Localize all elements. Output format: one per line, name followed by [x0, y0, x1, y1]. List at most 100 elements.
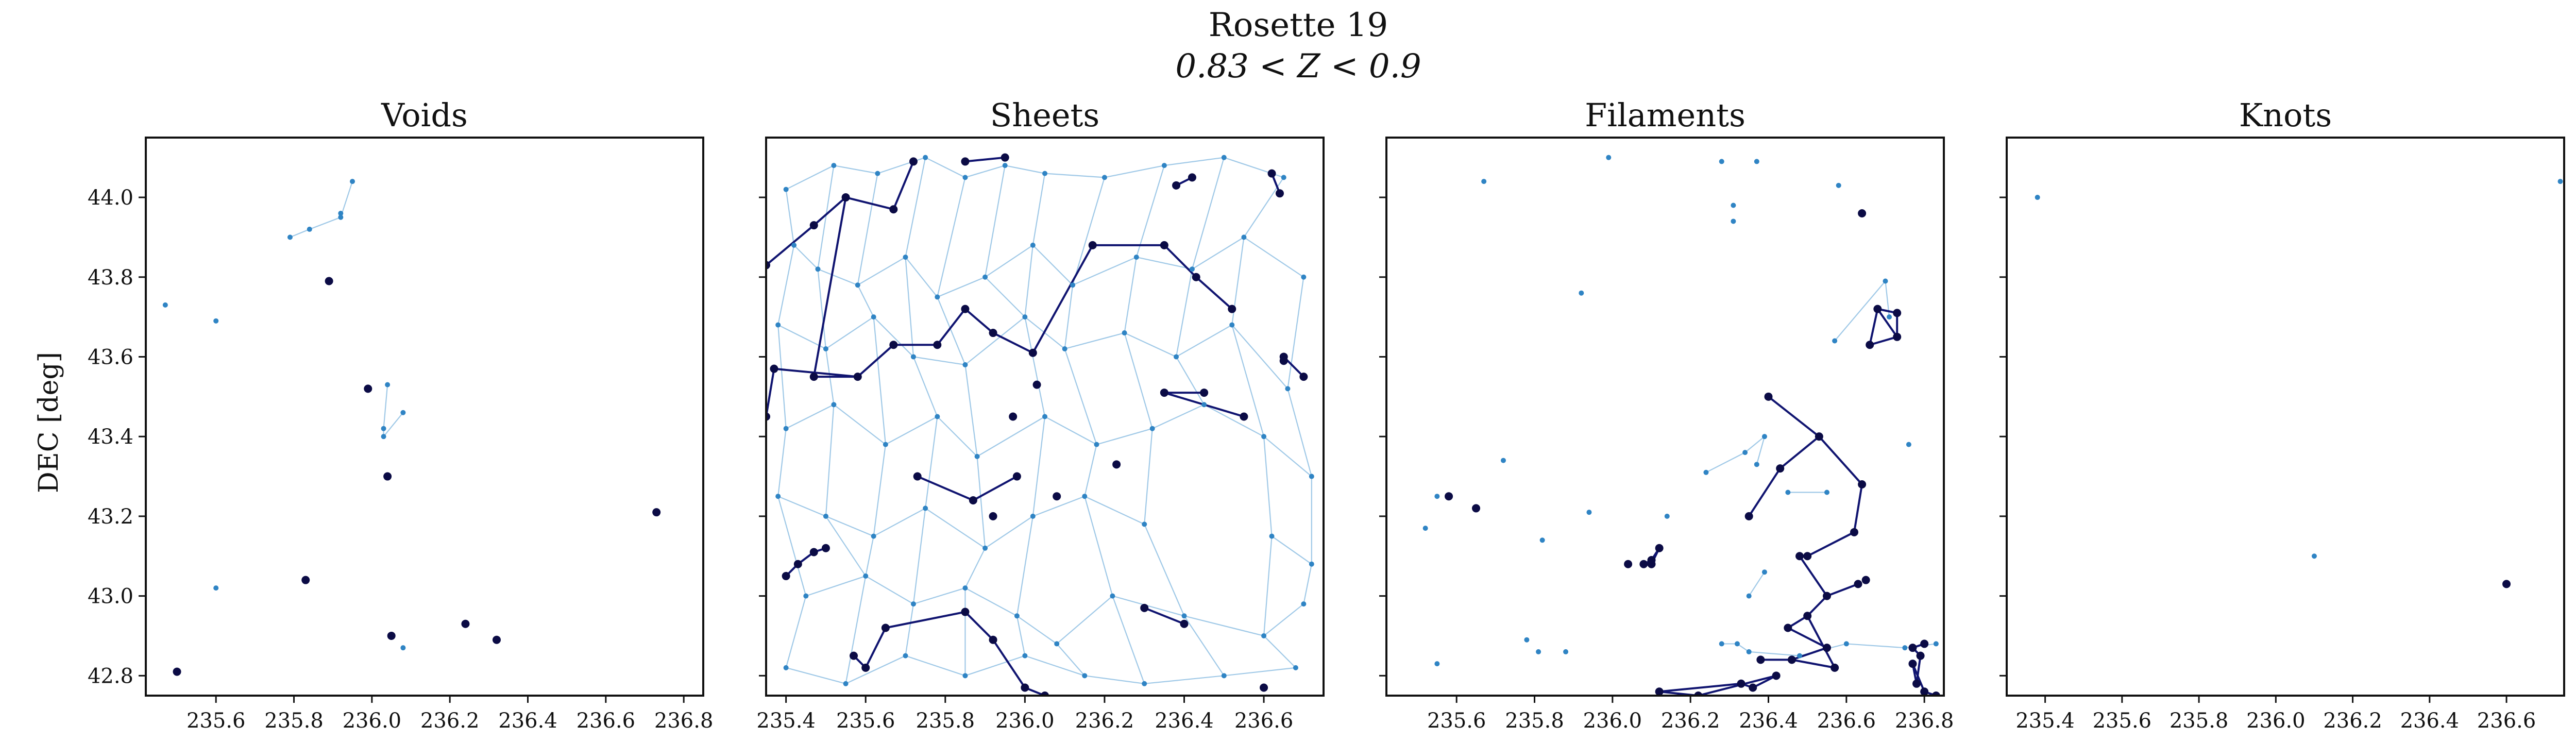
y-tick: 43.2	[88, 505, 146, 529]
light-galaxy-point	[381, 434, 386, 440]
light-galaxy-point	[903, 255, 908, 260]
light-galaxy-point	[1754, 159, 1759, 164]
dark-galaxy-point	[1240, 412, 1248, 421]
dark-galaxy-point	[1803, 552, 1812, 561]
light-edge	[1748, 571, 1765, 597]
light-galaxy-point	[783, 426, 789, 431]
dark-edge	[812, 197, 847, 377]
dark-edge	[972, 475, 1018, 501]
light-edge	[937, 416, 978, 457]
light-galaxy-point	[871, 533, 876, 539]
light-edge	[1263, 436, 1273, 536]
x-tick-label: 235.6	[2093, 709, 2152, 733]
light-edge	[937, 177, 966, 297]
light-galaxy-point	[1422, 526, 1428, 531]
panel-title: Filaments	[1585, 96, 1745, 134]
light-galaxy-point	[1309, 474, 1314, 479]
dark-galaxy-point	[1803, 612, 1812, 620]
dark-galaxy-point	[1299, 373, 1308, 381]
light-galaxy-point	[1281, 175, 1286, 180]
light-galaxy-point	[1261, 434, 1267, 440]
light-galaxy-point	[287, 234, 293, 240]
dark-galaxy-point	[1744, 512, 1753, 520]
light-galaxy-point	[1133, 255, 1139, 260]
dark-edge	[885, 611, 965, 629]
light-galaxy-point	[962, 585, 968, 591]
x-tick: 236.0	[2246, 696, 2306, 733]
light-galaxy-point	[1241, 234, 1247, 240]
dark-galaxy-point	[809, 221, 818, 230]
panel-voids: Voids 235.6 235.8 236.0 236.2 236.4 236.6 236.8…	[88, 96, 713, 733]
light-galaxy-point	[1797, 653, 1803, 659]
light-edge	[786, 667, 846, 684]
light-galaxy-point	[935, 294, 940, 300]
light-edge	[786, 404, 834, 429]
dark-galaxy-point	[1639, 560, 1648, 568]
x-tick-label: 236.6	[1817, 709, 1876, 733]
light-edge	[1032, 416, 1046, 517]
dark-galaxy-point	[1009, 412, 1018, 421]
light-galaxy-point	[1101, 175, 1107, 180]
light-edge	[925, 508, 986, 549]
dark-edge	[813, 196, 846, 226]
dark-edge	[1748, 467, 1781, 517]
x-tick: 236.4	[1155, 696, 1214, 733]
dark-galaxy-point	[1772, 671, 1781, 680]
y-tick: 43.8	[88, 266, 146, 290]
plot-area	[162, 179, 661, 676]
light-galaxy-point	[1149, 426, 1155, 431]
dark-galaxy-point	[1920, 687, 1929, 696]
x-tick: 236.2	[420, 696, 479, 733]
light-galaxy-point	[381, 426, 386, 431]
dark-galaxy-point	[770, 364, 778, 373]
light-edge	[1744, 436, 1765, 453]
x-tick: 236.6	[2477, 696, 2536, 733]
dark-edge	[1853, 484, 1863, 533]
light-edge	[865, 536, 874, 577]
dark-edge	[1869, 309, 1879, 345]
light-galaxy-point	[1014, 613, 1020, 619]
dark-edge	[1791, 647, 1827, 661]
light-edge	[833, 404, 886, 445]
x-tick: 236.4	[498, 696, 557, 733]
plot-area	[1422, 155, 1940, 696]
light-galaxy-point	[1229, 322, 1235, 328]
light-edge	[1064, 348, 1097, 445]
x-tick-label: 236.0	[343, 709, 402, 733]
light-edge	[1144, 428, 1153, 525]
light-galaxy-point	[1082, 494, 1088, 499]
light-edge	[845, 655, 906, 684]
dark-galaxy-point	[1267, 169, 1276, 178]
light-galaxy-point	[863, 573, 869, 579]
light-edge	[1144, 524, 1185, 616]
dark-galaxy-point	[173, 667, 181, 676]
dark-galaxy-point	[1912, 679, 1921, 688]
y-tick: 44.0	[88, 186, 146, 210]
light-edge	[1044, 416, 1097, 445]
dark-galaxy-point	[492, 635, 501, 644]
dark-galaxy-point	[809, 373, 818, 381]
light-edge	[1112, 595, 1184, 617]
x-tick: 236.0	[995, 696, 1055, 733]
dark-galaxy-point	[1001, 153, 1009, 162]
light-galaxy-point	[855, 282, 860, 288]
dark-edge	[865, 627, 887, 668]
dark-edge	[936, 308, 967, 346]
dark-galaxy-point	[1784, 623, 1792, 632]
x-tick: 235.6	[2093, 696, 2152, 733]
light-edge	[1176, 356, 1205, 405]
light-edge	[925, 157, 965, 178]
light-edge	[1263, 635, 1296, 668]
light-edge	[1287, 277, 1304, 389]
dark-galaxy-point	[1228, 305, 1236, 313]
x-tick-label: 236.4	[2400, 709, 2460, 733]
dark-edge	[1806, 595, 1828, 617]
dark-galaxy-point	[1188, 173, 1196, 182]
light-galaxy-point	[1122, 330, 1127, 336]
light-edge	[985, 515, 1033, 549]
light-galaxy-point	[923, 155, 928, 160]
dark-edge	[917, 475, 974, 501]
x-tick: 235.4	[756, 696, 816, 733]
x-tick-label: 236.8	[654, 709, 714, 733]
dark-galaxy-point	[1160, 241, 1168, 249]
